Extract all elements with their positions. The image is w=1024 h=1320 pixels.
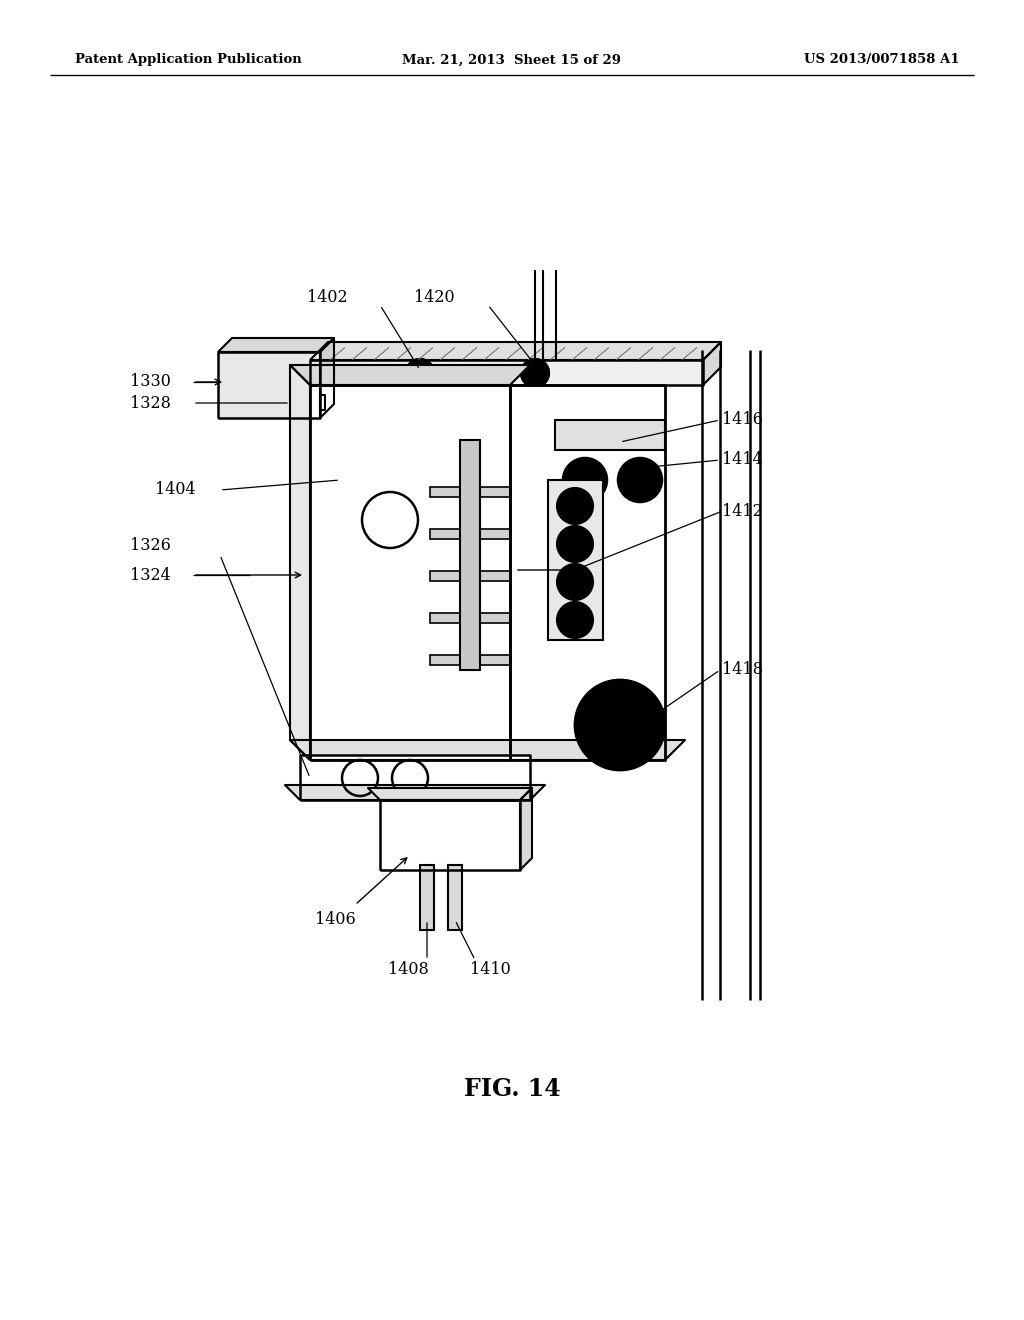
Circle shape — [557, 564, 593, 601]
Polygon shape — [290, 366, 530, 385]
Polygon shape — [520, 788, 532, 870]
Bar — [430, 487, 510, 498]
Polygon shape — [703, 342, 721, 385]
Circle shape — [618, 458, 662, 502]
Text: FIG. 14: FIG. 14 — [464, 1077, 560, 1101]
Text: 1414: 1414 — [722, 451, 763, 469]
Polygon shape — [310, 342, 721, 360]
Text: 1410: 1410 — [470, 961, 510, 978]
Bar — [548, 480, 603, 640]
Bar — [420, 865, 434, 931]
Text: 1326: 1326 — [130, 536, 171, 553]
Polygon shape — [285, 785, 545, 800]
Bar — [449, 865, 462, 931]
Text: 1412: 1412 — [722, 503, 763, 520]
Polygon shape — [510, 385, 665, 760]
Text: Mar. 21, 2013  Sheet 15 of 29: Mar. 21, 2013 Sheet 15 of 29 — [402, 54, 622, 66]
Bar — [555, 420, 665, 450]
Polygon shape — [290, 741, 685, 760]
Text: 1408: 1408 — [388, 961, 428, 978]
Circle shape — [557, 488, 593, 524]
Text: 1420: 1420 — [415, 289, 455, 306]
Text: 1406: 1406 — [315, 912, 355, 928]
Text: 1402: 1402 — [307, 289, 348, 306]
Text: US 2013/0071858 A1: US 2013/0071858 A1 — [805, 54, 961, 66]
Bar — [430, 572, 510, 581]
Polygon shape — [290, 366, 310, 760]
Bar — [460, 440, 480, 671]
Circle shape — [557, 525, 593, 562]
Text: 1404: 1404 — [155, 482, 196, 499]
Bar — [430, 612, 510, 623]
Circle shape — [575, 680, 665, 770]
Polygon shape — [218, 338, 334, 352]
Polygon shape — [300, 755, 530, 800]
Circle shape — [406, 359, 434, 387]
Text: 1330: 1330 — [130, 374, 171, 391]
Text: 1324: 1324 — [130, 566, 171, 583]
Bar — [430, 529, 510, 539]
Polygon shape — [380, 800, 520, 870]
Polygon shape — [310, 360, 703, 385]
Polygon shape — [310, 385, 510, 760]
Bar — [430, 655, 510, 665]
Text: 1416: 1416 — [722, 412, 763, 429]
Text: Patent Application Publication: Patent Application Publication — [75, 54, 302, 66]
Circle shape — [563, 458, 607, 502]
Text: 1418: 1418 — [722, 661, 763, 678]
Polygon shape — [218, 352, 319, 418]
Circle shape — [557, 602, 593, 638]
Text: 1328: 1328 — [130, 395, 171, 412]
Polygon shape — [319, 338, 334, 418]
Circle shape — [521, 359, 549, 387]
Polygon shape — [368, 788, 532, 800]
Polygon shape — [319, 395, 325, 411]
Circle shape — [590, 696, 650, 755]
